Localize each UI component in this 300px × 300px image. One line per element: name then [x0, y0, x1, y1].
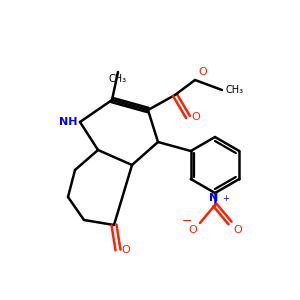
Text: CH₃: CH₃: [225, 85, 243, 95]
Text: O: O: [121, 245, 130, 255]
Text: −: −: [182, 214, 192, 227]
Text: N: N: [209, 193, 219, 203]
Text: CH₃: CH₃: [109, 74, 127, 84]
Text: NH: NH: [59, 117, 78, 127]
Text: O: O: [233, 225, 242, 235]
Text: O: O: [188, 225, 197, 235]
Text: O: O: [191, 112, 200, 122]
Text: +: +: [222, 194, 229, 203]
Text: O: O: [198, 67, 207, 77]
